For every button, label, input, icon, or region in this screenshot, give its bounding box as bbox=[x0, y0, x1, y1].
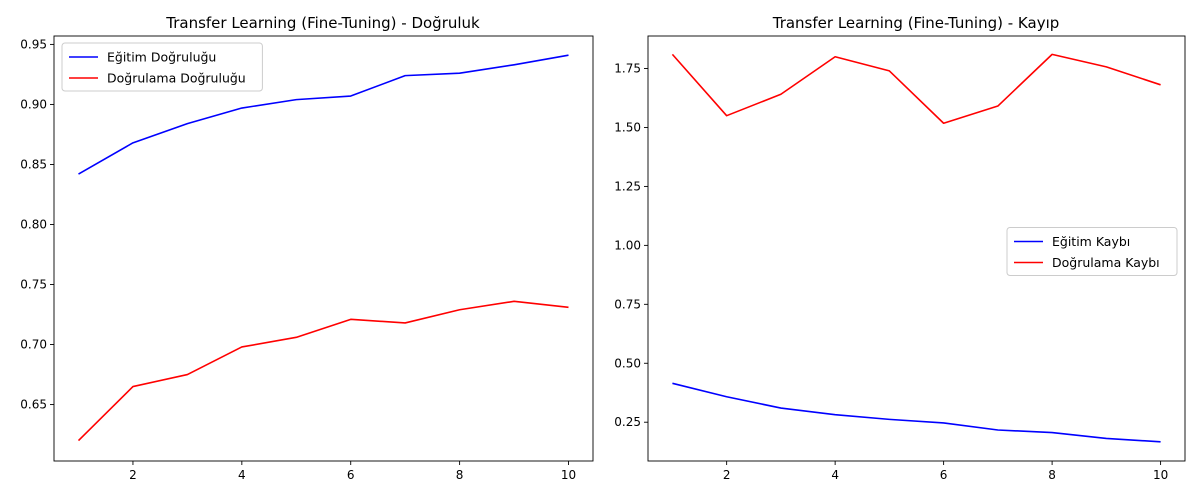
series-line bbox=[671, 53, 1161, 125]
loss-chart: Transfer Learning (Fine-Tuning) - Kayıp … bbox=[614, 14, 1186, 482]
x-tick-label: 8 bbox=[456, 468, 464, 482]
legend: Eğitim Doğruluğu Doğrulama Doğruluğu bbox=[61, 42, 263, 92]
x-tick-label: 10 bbox=[1153, 468, 1168, 482]
x-tick-label: 10 bbox=[561, 468, 576, 482]
y-tick-label: 0.85 bbox=[20, 157, 47, 171]
axes-frame bbox=[647, 35, 1186, 462]
accuracy-chart: Transfer Learning (Fine-Tuning) - Doğrul… bbox=[20, 14, 594, 482]
y-tick-label: 0.95 bbox=[20, 37, 47, 51]
y-tick-label: 0.75 bbox=[20, 278, 47, 292]
x-tick-label: 4 bbox=[831, 468, 839, 482]
y-tick-label: 1.25 bbox=[614, 179, 641, 193]
x-tick-label: 4 bbox=[238, 468, 246, 482]
axes-frame bbox=[53, 35, 594, 462]
y-tick-label: 0.80 bbox=[20, 217, 47, 231]
y-tick-label: 0.65 bbox=[20, 398, 47, 412]
y-tick-label: 0.75 bbox=[614, 297, 641, 311]
legend-label: Doğrulama Doğruluğu bbox=[107, 71, 246, 86]
series-line bbox=[672, 382, 1161, 443]
legend-label: Eğitim Kaybı bbox=[1052, 234, 1130, 249]
y-tick-label: 0.25 bbox=[614, 415, 641, 429]
x-tick-label: 8 bbox=[1048, 468, 1056, 482]
y-tick-label: 0.50 bbox=[614, 356, 641, 370]
legend-label: Doğrulama Kaybı bbox=[1052, 255, 1160, 270]
legend: Eğitim Kaybı Doğrulama Kaybı bbox=[1006, 227, 1178, 276]
x-tick-label: 6 bbox=[347, 468, 355, 482]
y-tick-label: 0.70 bbox=[20, 338, 47, 352]
legend-box bbox=[61, 42, 263, 92]
y-tick-label: 1.00 bbox=[614, 238, 641, 252]
x-tick-label: 6 bbox=[940, 468, 948, 482]
y-tick-label: 1.75 bbox=[614, 62, 641, 76]
chart-title: Transfer Learning (Fine-Tuning) - Doğrul… bbox=[165, 14, 480, 32]
legend-label: Eğitim Doğruluğu bbox=[107, 50, 216, 65]
y-tick-label: 0.90 bbox=[20, 97, 47, 111]
series-line bbox=[78, 54, 569, 175]
y-tick-label: 1.50 bbox=[614, 120, 641, 134]
x-tick-label: 2 bbox=[723, 468, 731, 482]
series-line bbox=[77, 300, 569, 442]
legend-box bbox=[1006, 227, 1178, 276]
chart-title: Transfer Learning (Fine-Tuning) - Kayıp bbox=[772, 14, 1060, 32]
x-tick-label: 2 bbox=[129, 468, 137, 482]
